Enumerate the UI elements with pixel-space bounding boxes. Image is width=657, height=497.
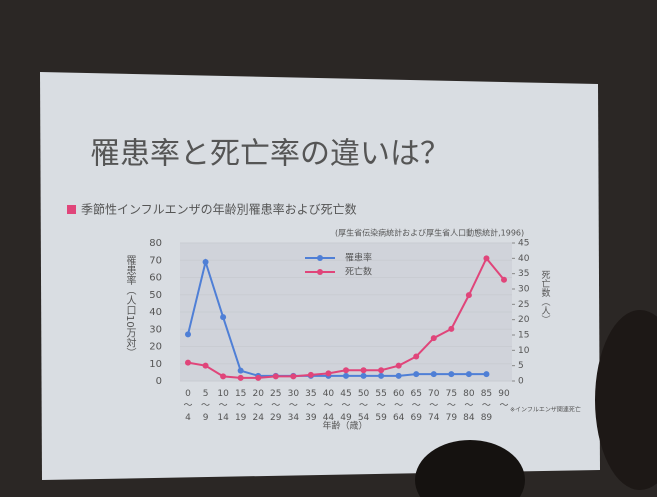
y-tick-label: 30 <box>149 324 162 335</box>
data-point <box>238 375 244 381</box>
data-point <box>378 373 384 379</box>
data-point <box>396 363 402 369</box>
data-point <box>203 259 209 265</box>
y2-tick-label: 15 <box>518 331 529 341</box>
x-tick-label: 55〜59 <box>375 389 387 423</box>
y-tick-label: 0 <box>156 376 162 387</box>
note: ※インフルエンザ関連死亡 <box>510 406 581 414</box>
data-point <box>325 370 331 376</box>
y2-tick-label: 10 <box>518 346 530 356</box>
y2-tick-label: 25 <box>518 300 529 310</box>
x-tick-label: 75〜79 <box>446 389 458 423</box>
legend-marker <box>317 255 323 261</box>
y2-tick-label: 0 <box>518 377 524 387</box>
data-point <box>448 371 454 377</box>
y-tick-label: 50 <box>149 290 162 301</box>
legend-marker <box>317 269 323 275</box>
data-point <box>483 255 489 261</box>
data-point <box>413 371 419 377</box>
data-point <box>255 375 261 381</box>
data-point <box>185 360 191 366</box>
data-point <box>220 314 226 320</box>
x-tick-label: 60〜64 <box>393 389 405 423</box>
x-tick-label: 45〜49 <box>340 389 352 423</box>
y2-tick-label: 45 <box>518 239 529 249</box>
x-tick-label: 25〜29 <box>270 389 282 423</box>
data-point <box>308 372 314 378</box>
subtitle: 季節性インフルエンザの年齢別罹患率および死亡数 <box>81 202 357 217</box>
slide-title: 罹患率と死亡率の違いは？ <box>90 137 450 172</box>
x-tick-label: 30〜34 <box>288 389 300 423</box>
x-tick-label: 10〜14 <box>217 389 229 423</box>
data-point <box>343 367 349 373</box>
data-point <box>185 331 191 337</box>
data-point <box>361 367 367 373</box>
x-tick-label: 65〜69 <box>410 389 422 423</box>
data-point <box>466 371 472 377</box>
y2-axis-title: 死亡数（人） <box>540 270 551 324</box>
data-point <box>501 277 507 283</box>
data-point <box>238 368 244 374</box>
data-point <box>413 353 419 359</box>
y2-tick-label: 35 <box>518 269 529 279</box>
x-tick-label: 15〜19 <box>235 389 247 423</box>
y-tick-label: 40 <box>149 307 162 318</box>
data-point <box>343 373 349 379</box>
legend-label: 罹患率 <box>345 252 372 264</box>
data-point <box>466 292 472 298</box>
y2-tick-label: 5 <box>518 361 524 371</box>
y-tick-label: 10 <box>149 359 162 370</box>
y2-tick-label: 40 <box>518 254 530 264</box>
data-point <box>290 373 296 379</box>
data-point <box>431 371 437 377</box>
x-tick-label: 50〜54 <box>358 389 370 423</box>
x-tick-label: 85〜89 <box>481 389 493 423</box>
y-tick-label: 70 <box>149 255 162 266</box>
x-tick-label: 20〜24 <box>252 389 264 423</box>
x-tick-label: 35〜39 <box>305 389 317 423</box>
y2-tick-label: 30 <box>518 285 530 295</box>
screenshot: 罹患率と死亡率の違いは？ 季節性インフルエンザの年齢別罹患率および死亡数 (厚生… <box>0 0 657 497</box>
y-tick-label: 60 <box>149 273 162 284</box>
legend-label: 死亡数 <box>345 266 372 278</box>
subtitle-bullet <box>67 205 76 214</box>
y-tick-label: 20 <box>149 342 162 353</box>
y-tick-label: 80 <box>149 238 162 249</box>
data-point <box>203 363 209 369</box>
data-point <box>378 367 384 373</box>
data-point <box>483 371 489 377</box>
data-point <box>273 373 279 379</box>
data-point <box>431 335 437 341</box>
data-point <box>220 373 226 379</box>
data-point <box>361 373 367 379</box>
source: (厚生省伝染病統計および厚生省人口動態統計,1996) <box>335 228 524 238</box>
x-tick-label: 70〜74 <box>428 389 440 423</box>
x-tick-label: 80〜84 <box>463 389 475 423</box>
y2-tick-label: 20 <box>518 315 530 325</box>
x-tick-label: 40〜44 <box>323 389 335 423</box>
data-point <box>396 373 402 379</box>
data-point <box>448 326 454 332</box>
y-axis-title: 罹患率（人口10万対） <box>124 255 136 358</box>
